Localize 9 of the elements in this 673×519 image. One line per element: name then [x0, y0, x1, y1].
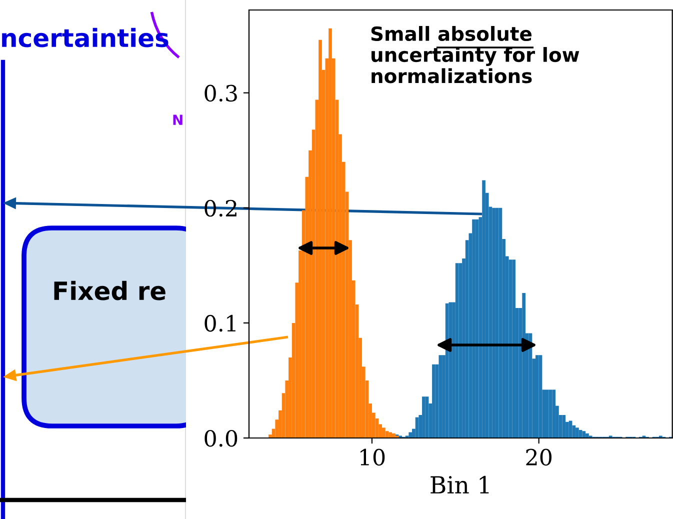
- y-tick-label: 0.1: [204, 314, 236, 332]
- x-axis-title: Bin 1: [430, 476, 489, 494]
- x-tick-label: 10: [360, 448, 385, 466]
- y-tick-label: 0.3: [204, 84, 237, 102]
- text: Fixed re: [54, 280, 166, 300]
- annotation: Small absolute uncertainty for low normalizations: [371, 26, 580, 84]
- x-tick-label: 20: [526, 448, 552, 466]
- y-tick-label: 0.0: [204, 430, 238, 447]
- text: N: [173, 114, 182, 125]
